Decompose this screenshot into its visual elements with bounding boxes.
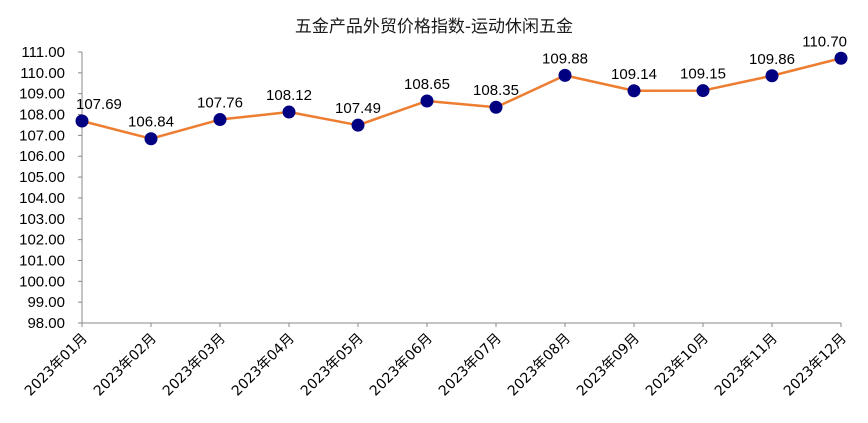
y-tick-label: 109.00 xyxy=(19,86,65,103)
y-tick-labels: 98.00 99.00 100.00 101.00 102.00 103.00 104.00… xyxy=(19,44,65,332)
y-tick-label: 110.00 xyxy=(20,65,65,82)
data-label: 109.14 xyxy=(611,66,657,83)
y-tick-label: 98.00 xyxy=(27,315,65,332)
data-label: 108.65 xyxy=(404,76,450,93)
data-point xyxy=(144,132,158,146)
x-tick-label: 2023年06月 xyxy=(367,331,436,400)
data-label: 108.35 xyxy=(473,82,519,99)
data-label: 107.76 xyxy=(197,95,243,112)
x-tick-label: 2023年07月 xyxy=(436,331,505,400)
series-points xyxy=(75,51,848,146)
data-label: 109.88 xyxy=(542,50,588,67)
data-label: 107.49 xyxy=(335,100,381,117)
data-point xyxy=(213,113,227,127)
data-label: 108.12 xyxy=(266,87,312,104)
x-tick-label: 2023年02月 xyxy=(91,331,160,400)
data-label: 110.70 xyxy=(802,33,847,50)
data-point xyxy=(351,118,365,132)
x-tick-label: 2023年12月 xyxy=(781,331,850,400)
chart-title: 五金产品外贸价格指数-运动休闲五金 xyxy=(295,17,573,37)
y-tick-label: 108.00 xyxy=(19,107,65,124)
y-tick-label: 101.00 xyxy=(19,252,65,269)
y-tick-label: 107.00 xyxy=(19,127,65,144)
data-label: 107.69 xyxy=(76,96,122,113)
y-tick-label: 106.00 xyxy=(19,148,65,165)
x-tick-label: 2023年04月 xyxy=(229,331,298,400)
data-label: 106.84 xyxy=(128,114,174,131)
x-tick-label: 2023年10月 xyxy=(643,331,712,400)
data-label: 109.86 xyxy=(749,51,795,68)
x-tick-label: 2023年08月 xyxy=(505,331,574,400)
x-tick-label: 2023年05月 xyxy=(298,331,367,400)
data-point xyxy=(627,84,641,98)
y-tick-label: 104.00 xyxy=(19,190,65,207)
y-tick-label: 100.00 xyxy=(19,273,65,290)
data-point xyxy=(696,84,710,98)
data-point xyxy=(75,114,89,128)
data-point xyxy=(282,105,296,119)
data-point xyxy=(558,68,572,82)
data-labels: 107.69 106.84 107.76 108.12 107.49 108.65 108.… xyxy=(76,33,847,130)
x-tick-label: 2023年11月 xyxy=(712,331,781,400)
series-line xyxy=(81,57,842,140)
x-tick-label: 2023年09月 xyxy=(574,331,643,400)
data-point xyxy=(765,69,779,83)
axes xyxy=(78,51,842,327)
y-tick-label: 103.00 xyxy=(19,211,65,228)
x-tick-label: 2023年01月 xyxy=(22,331,91,400)
x-tick-label: 2023年03月 xyxy=(160,331,229,400)
y-tick-label: 99.00 xyxy=(27,294,65,311)
series-lines xyxy=(81,57,842,140)
data-label: 109.15 xyxy=(680,66,726,83)
data-point xyxy=(834,51,848,65)
y-tick-label: 105.00 xyxy=(19,169,65,186)
data-point xyxy=(489,100,503,114)
y-tick-label: 111.00 xyxy=(21,44,65,61)
y-tick-label: 102.00 xyxy=(19,232,65,249)
x-tick-labels: 2023年01月 2023年02月 2023年03月 2023年04月 2023年05月… xyxy=(22,331,850,400)
data-point xyxy=(420,94,434,108)
